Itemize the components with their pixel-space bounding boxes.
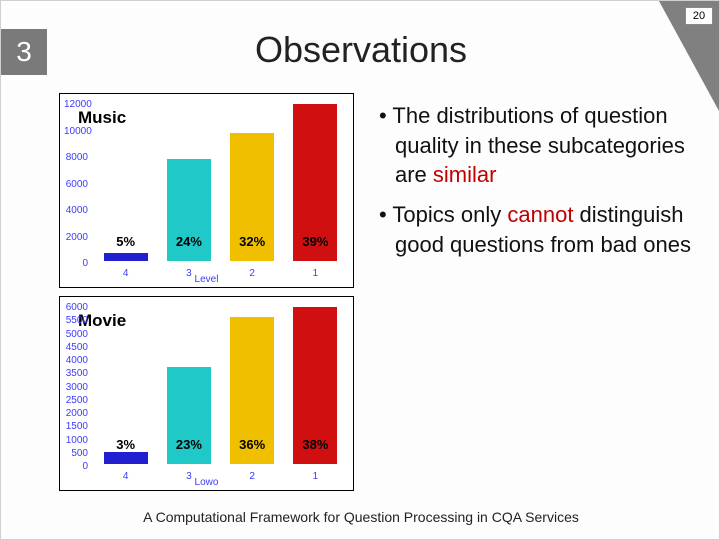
y-tick-label: 6000 <box>64 179 88 190</box>
y-tick-label: 2500 <box>64 395 88 406</box>
bullet-item: The distributions of question quality in… <box>379 101 699 190</box>
y-tick-label: 1000 <box>64 435 88 446</box>
plot-area: 5%4 24%3 32%2 39%1 <box>94 104 347 261</box>
x-axis-title: Level <box>60 274 353 285</box>
bar: 3%4 <box>104 452 148 464</box>
bullet-item: Topics only cannot distinguish good ques… <box>379 200 699 259</box>
bar: 32%2 <box>230 133 274 261</box>
page-number-badge: 20 <box>685 7 713 25</box>
y-tick-label: 1500 <box>64 421 88 432</box>
y-tick-label: 2000 <box>64 232 88 243</box>
bullet-highlight: similar <box>433 162 497 187</box>
y-tick-label: 10000 <box>64 126 88 137</box>
bar-pct-label: 23% <box>167 437 211 452</box>
y-tick-label: 4500 <box>64 342 88 353</box>
x-axis-title: Lowo <box>60 477 353 488</box>
bullet-text: Topics only <box>392 202 507 227</box>
y-tick-label: 4000 <box>64 205 88 216</box>
slide: 20 3 Observations Music02000400060008000… <box>0 0 720 540</box>
y-tick-label: 3000 <box>64 382 88 393</box>
bar: 38%1 <box>293 307 337 464</box>
y-tick-label: 12000 <box>64 99 88 110</box>
bar-pct-label: 39% <box>293 234 337 249</box>
music-chart: Music020004000600080001000012000Cn-15%42… <box>59 93 354 288</box>
y-tick-label: 5500 <box>64 315 88 326</box>
plot-area: 3%4 23%3 36%2 38%1 <box>94 307 347 464</box>
bar: 39%1 <box>293 104 337 261</box>
y-tick-label: 3500 <box>64 368 88 379</box>
bars-row: 5%4 24%3 32%2 39%1 <box>94 104 347 261</box>
bar-pct-label: 38% <box>293 437 337 452</box>
y-tick-label: 0 <box>64 461 88 472</box>
charts-column: Music020004000600080001000012000Cn-15%42… <box>59 93 354 491</box>
y-tick-label: 4000 <box>64 355 88 366</box>
page-title: Observations <box>1 29 720 71</box>
bar-pct-label: 24% <box>167 234 211 249</box>
bars-row: 3%4 23%3 36%2 38%1 <box>94 307 347 464</box>
y-tick-label: 8000 <box>64 152 88 163</box>
y-tick-label: 0 <box>64 258 88 269</box>
y-tick-label: 2000 <box>64 408 88 419</box>
bar-pct-label: 5% <box>104 234 148 249</box>
bar-pct-label: 32% <box>230 234 274 249</box>
bar: 5%4 <box>104 253 148 261</box>
bullet-highlight: cannot <box>507 202 573 227</box>
y-tick-label: 6000 <box>64 302 88 313</box>
bar: 24%3 <box>167 159 211 261</box>
bar-pct-label: 3% <box>104 437 148 452</box>
bar: 36%2 <box>230 317 274 464</box>
bar-pct-label: 36% <box>230 437 274 452</box>
footer-text: A Computational Framework for Question P… <box>1 509 720 525</box>
movie-chart: Movie05001000150020002500300035004000450… <box>59 296 354 491</box>
y-tick-label: 500 <box>64 448 88 459</box>
bar: 23%3 <box>167 367 211 464</box>
bullet-list: The distributions of question quality in… <box>379 101 699 269</box>
y-tick-label: 5000 <box>64 329 88 340</box>
